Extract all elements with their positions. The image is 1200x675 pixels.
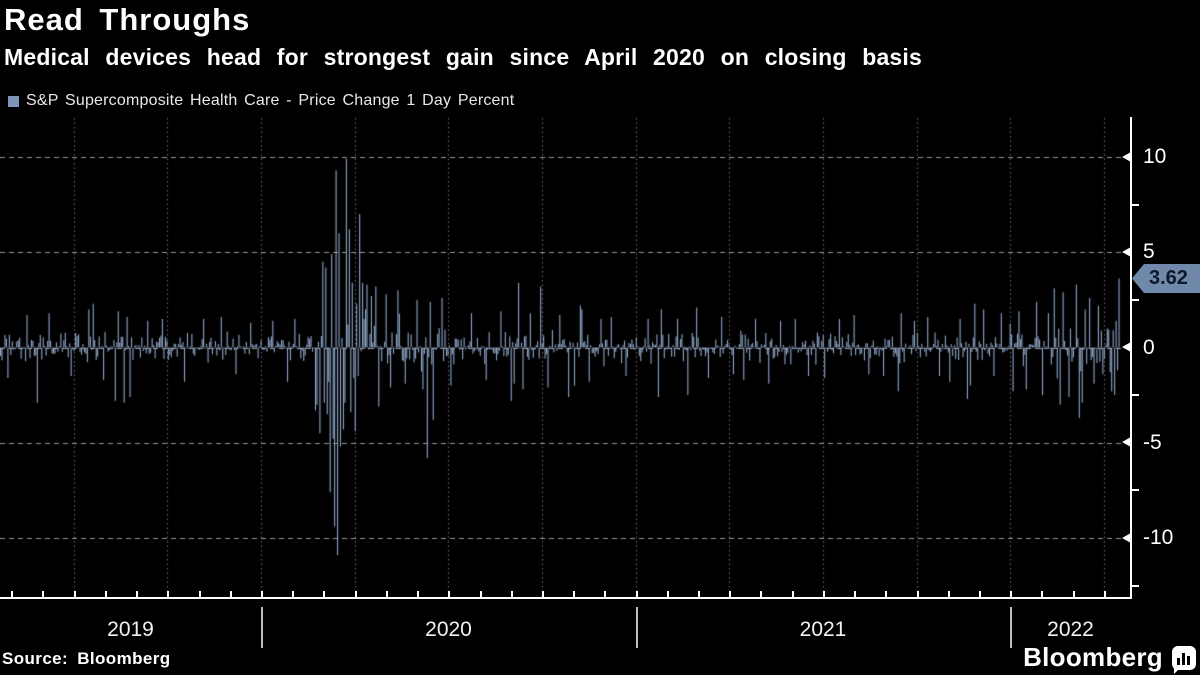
month-tick	[541, 591, 544, 598]
y-axis-minor-tick	[1130, 203, 1139, 206]
last-value-tag: 3.62	[1132, 264, 1200, 293]
month-tick	[885, 591, 888, 598]
month-tick	[698, 591, 701, 598]
y-axis-major-tick-icon	[1121, 246, 1131, 257]
bloomberg-terminal-icon	[1172, 645, 1196, 674]
y-axis-major-tick-icon	[1121, 342, 1131, 352]
month-tick	[604, 591, 607, 598]
source-note: Source: Bloomberg	[2, 649, 171, 668]
month-tick	[198, 591, 201, 598]
month-tick	[854, 591, 857, 598]
month-tick	[666, 591, 669, 598]
y-axis-label: -10	[1143, 526, 1174, 549]
month-tick	[822, 591, 825, 598]
month-tick	[261, 591, 263, 598]
year-divider	[636, 607, 638, 648]
month-tick	[635, 591, 638, 598]
bloomberg-wordmark: Bloomberg	[1023, 642, 1163, 672]
month-tick	[978, 591, 981, 598]
y-axis-minor-tick	[1130, 584, 1139, 587]
y-axis-minor-tick	[1130, 298, 1139, 301]
x-axis-year-label: 2022	[1047, 618, 1094, 641]
year-divider	[1010, 607, 1012, 648]
month-tick	[417, 591, 420, 598]
x-axis-line	[0, 597, 1132, 599]
month-tick	[385, 591, 388, 598]
month-tick	[42, 591, 45, 598]
y-axis-label: 5	[1143, 240, 1155, 264]
month-tick	[73, 591, 76, 598]
y-axis-major-tick-icon	[1121, 151, 1131, 162]
y-axis-major-tick-icon	[1121, 437, 1131, 448]
x-axis-year-label: 2019	[107, 618, 154, 641]
month-tick	[354, 591, 357, 598]
month-tick	[947, 591, 950, 598]
year-divider	[261, 607, 263, 648]
month-tick	[292, 591, 295, 598]
y-axis-label: 10	[1143, 145, 1167, 168]
month-tick	[510, 591, 513, 598]
y-axis-label: 0	[1143, 335, 1155, 359]
month-tick	[448, 591, 451, 598]
month-tick	[729, 591, 732, 598]
month-tick	[1072, 591, 1075, 598]
month-tick	[323, 591, 326, 598]
month-tick	[136, 591, 139, 598]
month-tick	[791, 591, 794, 598]
y-axis-minor-tick	[1130, 489, 1139, 492]
month-tick	[916, 591, 919, 598]
month-tick	[760, 591, 763, 598]
month-tick	[1103, 591, 1106, 598]
month-tick	[11, 591, 14, 598]
month-tick	[479, 591, 482, 598]
last-value-label: 3.62	[1149, 267, 1188, 289]
y-axis-line	[1130, 117, 1132, 599]
y-axis-minor-tick	[1130, 394, 1139, 397]
y-axis-major-tick-icon	[1121, 532, 1131, 543]
month-tick	[104, 591, 107, 598]
month-tick	[1041, 591, 1044, 598]
month-tick	[167, 591, 170, 598]
month-tick	[229, 591, 232, 598]
month-tick	[573, 591, 576, 598]
x-axis-year-label: 2020	[425, 618, 472, 641]
x-axis-year-label: 2021	[799, 618, 847, 641]
bloomberg-logo: Bloomberg	[1023, 642, 1196, 674]
y-axis-label: -5	[1143, 430, 1162, 454]
month-tick	[1010, 591, 1013, 598]
